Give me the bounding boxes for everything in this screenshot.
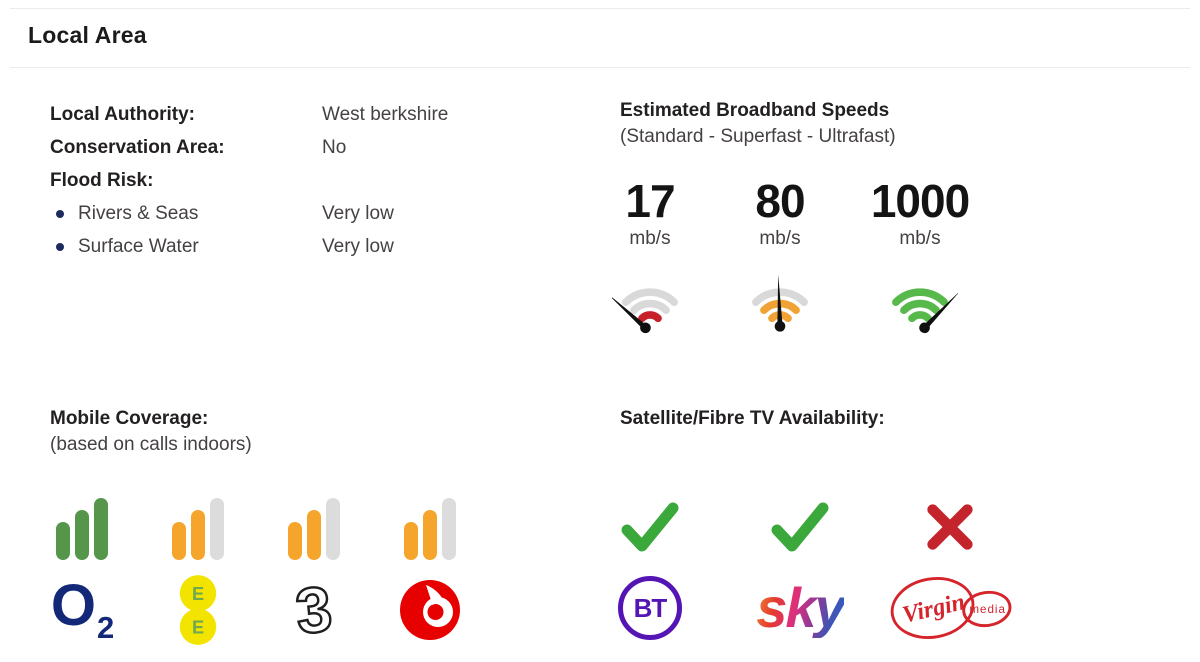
info-value: No [322,137,347,158]
speed-unit: mb/s [759,228,801,249]
speed-gauge-medium-icon [752,274,808,332]
o2-logo: O2 [50,572,115,648]
speed-value: 1000 [870,175,970,227]
page-title: Local Area [28,22,147,48]
broadband-title: Estimated Broadband Speeds [620,100,890,121]
virgin-logo-subtext: media [969,603,1006,616]
mobile-subtitle: (based on calls indoors) [50,434,252,455]
title-divider [10,67,1190,68]
info-value: West berkshire [322,104,449,125]
speed-value: 17 [625,175,675,227]
info-label: Rivers & Seas [50,197,322,230]
availability-status [924,496,976,558]
signal-bar [75,510,89,560]
operator-o2: O2 [26,498,138,648]
ee-logo-text: E [192,583,204,603]
broadband-subtitle: (Standard - Superfast - Ultrafast) [620,126,896,147]
speed-unit: mb/s [899,228,941,249]
check-icon [621,502,679,552]
mobile-operators: O2 E E [26,498,610,649]
provider-sky: sky [725,496,875,646]
vodafone-logo [398,572,462,648]
signal-bars-partial-icon [288,498,340,560]
info-row-surface-water: Surface Water Very low [50,230,610,263]
provider-virgin-media: Virgin media [875,496,1025,646]
bt-logo: BT [618,570,682,646]
info-label: Conservation Area: [50,137,225,158]
tv-availability-section: Satellite/Fibre TV Availability: BT [618,406,1025,646]
broadband-speeds: 17 mb/s 80 mb/s [585,176,985,339]
three-logo: 3 [291,571,336,649]
tv-title: Satellite/Fibre TV Availability: [620,408,885,429]
signal-bar [172,522,186,560]
tv-providers: BT sky [575,496,1025,646]
signal-bar [288,522,302,560]
info-label: Local Authority: [50,104,195,125]
top-divider [10,8,1190,9]
three-logo-text: 3 [291,571,336,649]
bt-logo-text: BT [618,576,682,640]
signal-bar [442,498,456,560]
sky-logo: sky [756,570,845,646]
speed-value: 80 [755,175,805,227]
check-icon [771,502,829,552]
mobile-title: Mobile Coverage: [50,408,209,429]
info-row-rivers-seas: Rivers & Seas Very low [50,197,610,230]
broadband-section: Estimated Broadband Speeds (Standard - S… [607,98,985,339]
signal-bar [94,498,108,560]
signal-bar [210,498,224,560]
info-label-text: Rivers & Seas [78,203,199,224]
info-row-conservation-area: Conservation Area: No [50,131,610,164]
signal-bar [423,510,437,560]
bullet-icon [56,242,64,251]
speed-standard: 17 mb/s [585,176,715,339]
info-row-local-authority: Local Authority: West berkshire [50,98,610,131]
speed-gauge-high-icon [892,288,961,334]
ee-logo-text: E [192,617,204,637]
signal-bar [56,522,70,560]
bullet-icon [56,209,64,218]
provider-bt: BT [575,496,725,646]
signal-bar [191,510,205,560]
signal-bar [326,498,340,560]
signal-bar [307,510,321,560]
speed-superfast: 80 mb/s [715,176,845,339]
mobile-coverage-section: Mobile Coverage: (based on calls indoors… [50,406,610,649]
sky-logo-text: sky [756,576,845,639]
info-value: Very low [322,236,394,257]
virgin-media-logo: Virgin media [887,570,1013,646]
virgin-media-logo-icon: Virgin media [890,577,1012,639]
availability-status [769,496,831,558]
availability-status [619,496,681,558]
vodafone-logo-icon [400,580,460,640]
operator-vodafone [374,498,486,648]
speed-gauge-low-icon [607,288,678,334]
signal-bars-partial-icon [404,498,456,560]
o2-logo-subscript: 2 [96,609,115,645]
virgin-logo-text: Virgin [900,588,968,629]
signal-bars-partial-icon [172,498,224,560]
speed-ultrafast: 1000 mb/s [855,176,985,339]
info-row-flood-risk: Flood Risk: [50,164,610,197]
ee-logo: E E [176,572,220,648]
info-label-text: Surface Water [78,236,199,257]
info-value: Very low [322,203,394,224]
o2-logo-text: O [50,572,96,638]
signal-bars-full-icon [56,498,108,560]
local-info-section: Local Authority: West berkshire Conserva… [50,98,610,263]
operator-three: 3 [258,498,370,649]
signal-bar [404,522,418,560]
operator-ee: E E [142,498,254,648]
info-label: Surface Water [50,230,322,263]
speed-unit: mb/s [629,228,671,249]
info-label: Flood Risk: [50,170,154,191]
cross-icon [927,504,973,550]
